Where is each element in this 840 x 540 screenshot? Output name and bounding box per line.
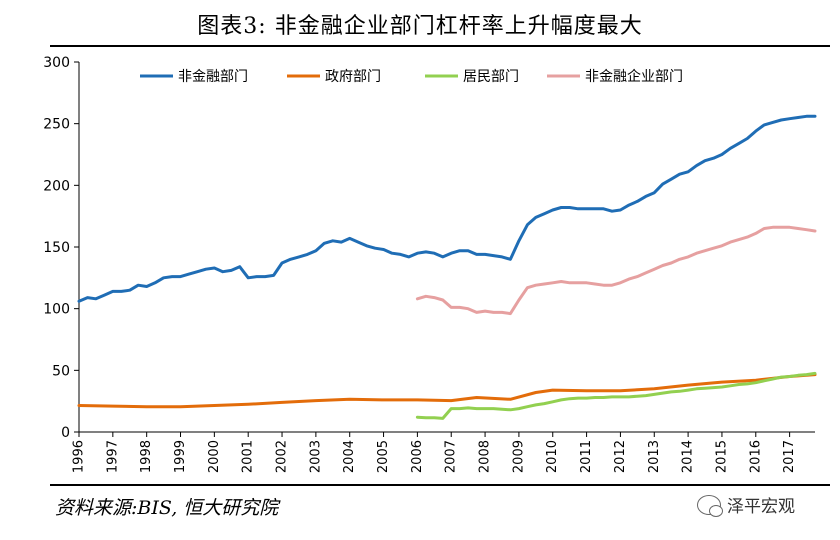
chart-axes: 0 50 100 150 200 250 300 1996 1997 1998 1999 2000 20… — [43, 55, 815, 473]
source-note: 资料来源:BIS, 恒大研究院 — [55, 497, 279, 519]
series-line — [415, 371, 817, 420]
x-tick-label: 2005 — [376, 440, 391, 473]
x-tick-label: 2017 — [782, 440, 797, 473]
chart-legend: 非金融部门 政府部门 居民部门 非金融企业部门 — [140, 68, 683, 85]
x-tick-label: 1999 — [173, 440, 188, 473]
x-tick-label: 2007 — [444, 440, 459, 473]
x-tick-label: 2010 — [545, 440, 560, 473]
x-tick-label: 2008 — [478, 440, 493, 473]
x-tick-label: 2003 — [308, 440, 323, 473]
legend-label: 非金融企业部门 — [585, 68, 683, 85]
series-line — [415, 225, 817, 316]
x-tick-label: 1996 — [72, 440, 87, 473]
x-tick-label: 2002 — [275, 440, 290, 473]
y-tick-label: 100 — [43, 302, 70, 318]
x-tick-label: 1998 — [139, 440, 154, 473]
series-line — [77, 373, 817, 409]
legend-label: 非金融部门 — [178, 69, 248, 85]
chart-title: 图表3: 非金融企业部门杠杆率上升幅度最大 — [197, 14, 643, 39]
y-tick-label: 250 — [43, 117, 70, 133]
x-tick-label: 2013 — [647, 440, 662, 473]
watermark: 泽平宏观 — [697, 492, 795, 517]
y-tick-label: 50 — [52, 363, 70, 379]
x-tick-label: 2011 — [579, 440, 594, 473]
x-tick-label: 2004 — [342, 440, 357, 473]
y-tick-label: 0 — [61, 425, 70, 441]
x-tick-label: 2015 — [714, 440, 729, 473]
title-rule — [50, 45, 830, 47]
series-line — [77, 114, 817, 303]
y-tick-label: 150 — [43, 240, 70, 256]
x-tick-label: 2006 — [410, 440, 425, 473]
legend-label: 政府部门 — [325, 69, 381, 85]
x-tick-label: 2014 — [681, 440, 696, 473]
footer-rule — [50, 484, 830, 486]
chart-lines — [77, 114, 817, 420]
x-tick-label: 2009 — [511, 440, 526, 473]
y-tick-label: 300 — [43, 55, 70, 71]
x-tick-label: 2016 — [748, 440, 763, 473]
x-tick-label: 1997 — [105, 440, 120, 473]
x-tick-label: 2000 — [207, 440, 222, 473]
y-tick-label: 200 — [43, 178, 70, 194]
legend-label: 居民部门 — [463, 69, 519, 85]
wechat-icon — [697, 494, 723, 517]
x-tick-label: 2012 — [613, 440, 628, 473]
x-tick-label: 2001 — [241, 440, 256, 473]
watermark-text: 泽平宏观 — [727, 497, 795, 517]
